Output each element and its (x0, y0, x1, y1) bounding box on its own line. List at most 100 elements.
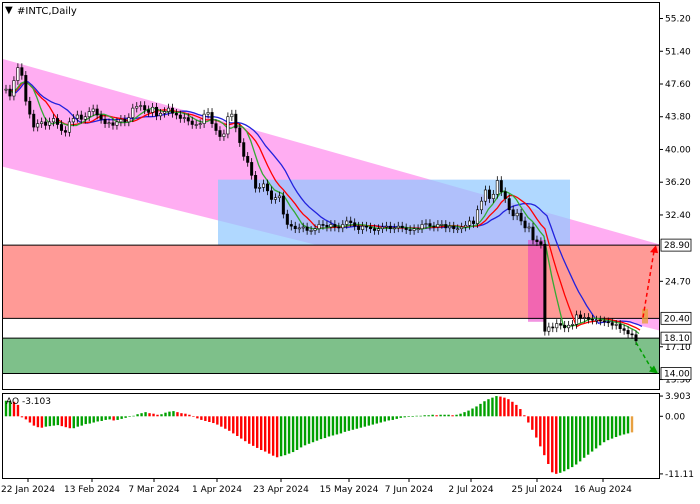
ao-bar (144, 412, 147, 417)
forecast-up-arrow (642, 250, 655, 318)
ao-bar (291, 416, 295, 453)
candle-body (254, 175, 258, 189)
candle-body (131, 107, 135, 118)
candle-body (99, 114, 103, 120)
candle-body (503, 191, 507, 199)
candle-body (258, 187, 262, 189)
ao-bar (212, 416, 215, 424)
candle-body (107, 122, 111, 125)
ao-bar (407, 416, 410, 417)
date-tick-label: 7 Jun 2024 (385, 485, 434, 495)
candle-body (40, 121, 44, 124)
ao-bar (307, 416, 311, 444)
candle-body (83, 116, 87, 120)
candle-body (166, 107, 170, 112)
candle-body (317, 224, 321, 230)
menu-dropdown-icon[interactable]: ▼ (5, 5, 13, 16)
ao-bar (136, 414, 139, 417)
candle-body (262, 183, 266, 188)
ao-bar (315, 416, 319, 441)
ao-histogram-layer: 3.903 0.00 -11.11 (4, 392, 694, 480)
price-tick-label: 40.00 (665, 145, 691, 155)
candle-body (531, 226, 535, 241)
candle-body (20, 67, 24, 76)
ao-bar (618, 416, 622, 436)
candle-body (523, 220, 527, 229)
candle-body (551, 326, 555, 329)
candle-body (626, 330, 630, 335)
candle-body (408, 229, 412, 231)
candle-body (424, 223, 428, 225)
candle-body (8, 88, 12, 97)
support-zone (3, 338, 659, 374)
candle-body (384, 225, 388, 228)
ao-bar (403, 416, 406, 418)
candle-body (602, 320, 606, 323)
forecast-down-arrow (635, 342, 653, 370)
ao-bar (156, 414, 159, 417)
candle-body (178, 114, 182, 119)
ao-bar (48, 416, 52, 427)
ao-bar (192, 416, 195, 417)
ao-bar (248, 416, 251, 444)
ao-bar (511, 401, 514, 417)
ao-bar (443, 414, 446, 417)
ao-bar (567, 416, 570, 470)
candle-body (269, 190, 273, 200)
price-tick-label: 51.40 (665, 47, 691, 57)
ao-bar (208, 416, 211, 422)
candle-body (289, 224, 293, 227)
candle-body (575, 314, 579, 325)
ao-bar (232, 416, 235, 434)
date-tick-label: 13 Feb 2024 (64, 485, 120, 495)
candles-layer (4, 63, 648, 346)
ao-bar (56, 416, 60, 426)
ao-bar (531, 416, 534, 430)
ao-bar (483, 401, 486, 417)
ao-bar (36, 416, 40, 428)
ao-bar (447, 414, 450, 417)
ao-bar (295, 416, 299, 450)
resistance-zone (3, 245, 659, 319)
candle-body (238, 127, 242, 143)
candle-body (135, 106, 139, 109)
ao-bar (283, 416, 287, 456)
level-label-pivot: 20.40 (664, 314, 690, 324)
candle-body (400, 225, 404, 229)
ao-bar (228, 416, 231, 431)
candle-body (420, 224, 424, 230)
ao-bar (547, 416, 550, 464)
ao-bar (391, 416, 394, 420)
candle-body (555, 323, 559, 329)
ao-bar (72, 416, 75, 429)
ao-bar (323, 416, 327, 439)
candle-body (472, 220, 476, 224)
candle-body (190, 120, 194, 125)
candle-body (507, 198, 511, 211)
ao-bar (120, 416, 123, 419)
candle-body (460, 226, 464, 230)
date-tick-label: 2 Jul 2024 (448, 485, 493, 495)
ao-bar (487, 399, 490, 417)
ao-bar (267, 416, 271, 454)
ao-bar (240, 416, 243, 439)
candle-body (297, 227, 301, 230)
candle-body (206, 112, 210, 115)
price-tick-label: 36.20 (665, 178, 691, 188)
ao-bar (479, 403, 482, 417)
ao-bar (539, 416, 542, 447)
candle-body (230, 113, 234, 118)
candle-body (582, 317, 586, 319)
candle-body (456, 228, 460, 231)
ao-bar (8, 400, 12, 417)
ao-bar (419, 415, 422, 417)
ao-bar (311, 416, 315, 443)
ao-bar (64, 416, 68, 428)
candle-body (479, 200, 483, 211)
candle-body (464, 224, 468, 228)
ao-bar (4, 400, 8, 417)
ao-bar (176, 412, 179, 417)
ao-bar (132, 415, 135, 417)
ao-bar (80, 416, 83, 426)
candle-body (349, 220, 353, 224)
